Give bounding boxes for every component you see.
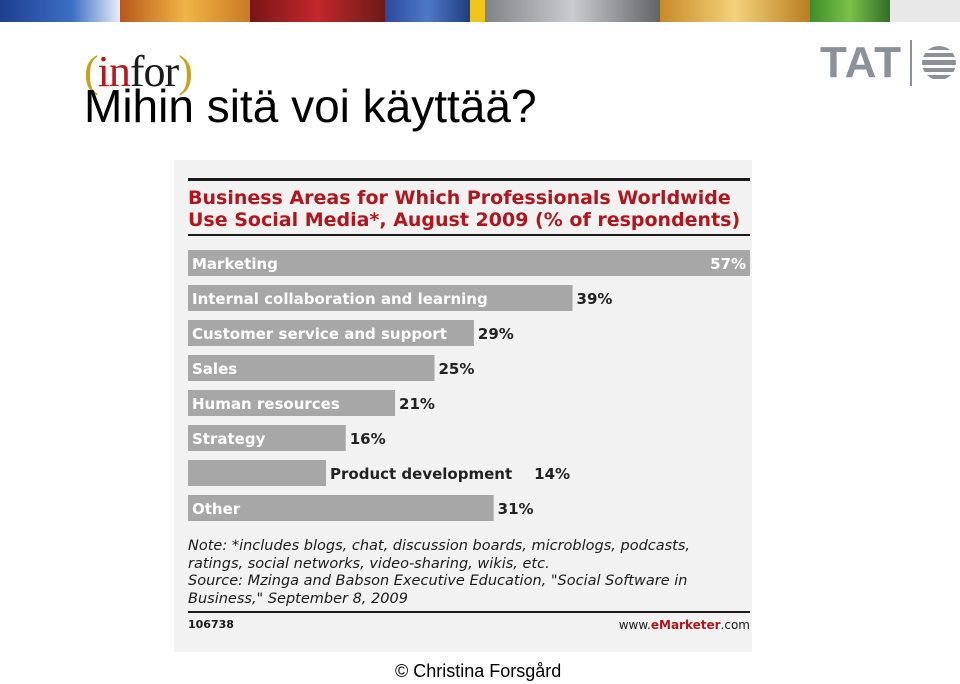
bar-value-3: 25%: [438, 360, 474, 378]
bar-label-1: Internal collaboration and learning: [192, 290, 488, 308]
chart-source-line: Source: Mzinga and Babson Executive Educ…: [188, 573, 687, 589]
bar-value-0: 57%: [710, 255, 746, 273]
chart-source-line: Business," September 8, 2009: [188, 591, 408, 607]
bar-7: [188, 495, 494, 521]
brand-prefix: www.: [619, 618, 651, 632]
banner-segment: [470, 0, 485, 22]
chart-top-rule: [188, 178, 750, 181]
tat-logo-text: TAT: [820, 38, 902, 87]
banner-segment: [660, 0, 810, 22]
chart-id: 106738: [188, 618, 234, 631]
emarketer-brand: www.eMarketer.com: [619, 618, 750, 632]
banner-segment: [810, 0, 890, 22]
chart-bottom-rule: [188, 611, 750, 613]
banner-segment: [0, 0, 120, 22]
bar-chart: Business Areas for Which Professionals W…: [188, 178, 750, 632]
bar-0: [188, 250, 750, 276]
bar-label-0: Marketing: [192, 255, 278, 273]
globe-stripes-icon: [922, 46, 956, 79]
top-banner: [0, 0, 960, 22]
bar-label-5: Strategy: [192, 430, 266, 448]
banner-segment: [385, 0, 470, 22]
bar-4: [188, 390, 396, 416]
bars-group: Marketing 57% Internal collaboration and l…: [188, 250, 750, 521]
bar-label-2: Customer service and support: [192, 325, 447, 343]
banner-segment: [120, 0, 250, 22]
bar-1: [188, 285, 573, 311]
brand-suffix: .com: [721, 618, 750, 632]
bar-label-6: Product development: [330, 465, 512, 483]
logo-paren: ): [178, 47, 193, 96]
page-title: Mihin sitä voi käyttää?: [84, 80, 537, 132]
logo-divider: [910, 40, 912, 86]
copyright-footer: © Christina Forsgård: [395, 661, 562, 681]
bar-value-5: 16%: [350, 430, 386, 448]
bar-3: [188, 355, 435, 381]
bar-2: [188, 320, 474, 346]
chart-title-line: Use Social Media*, August 2009 (% of res…: [188, 209, 740, 231]
tat-logo: TAT: [820, 38, 958, 88]
bar-6: [188, 460, 327, 486]
banner-segment: [485, 0, 660, 22]
banner-segment: [250, 0, 385, 22]
logo-paren: (: [84, 47, 99, 96]
banner-segment: [890, 0, 960, 22]
bar-label-4: Human resources: [192, 395, 340, 413]
chart-title-rule: [188, 234, 750, 236]
bar-value-2: 29%: [478, 325, 514, 343]
logo-for: for: [129, 47, 179, 96]
infor-logo: (infor): [84, 47, 193, 96]
bar-value-4: 21%: [399, 395, 435, 413]
bar-value-6: 14%: [534, 465, 570, 483]
brand-name: eMarketer: [651, 618, 721, 632]
logo-in: in: [97, 47, 131, 96]
bar-value-7: 31%: [498, 500, 534, 518]
chart-panel: Business Areas for Which Professionals W…: [174, 160, 752, 652]
bar-value-1: 39%: [577, 290, 613, 308]
chart-note-line: ratings, social networks, video-sharing,…: [188, 556, 550, 572]
bar-label-7: Other: [192, 500, 241, 518]
chart-note-line: Note: *includes blogs, chat, discussion …: [188, 538, 690, 554]
bar-label-3: Sales: [192, 360, 237, 378]
chart-title-line: Business Areas for Which Professionals W…: [188, 187, 731, 209]
bar-5: [188, 425, 346, 451]
